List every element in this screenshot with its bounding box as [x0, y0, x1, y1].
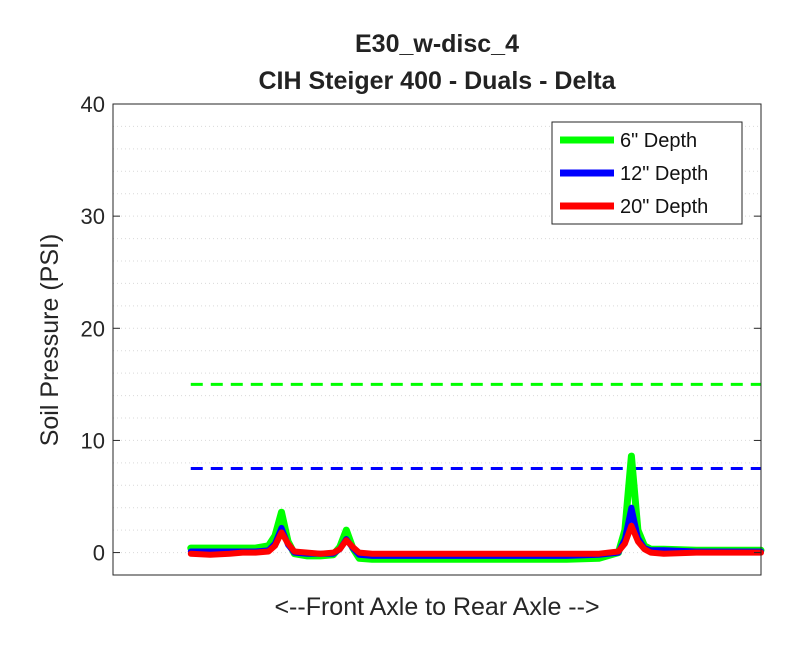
y-tick-label: 40: [81, 92, 105, 117]
legend-label-twelve: 12" Depth: [620, 163, 708, 185]
chart-title-line-1: E30_w-disc_4: [355, 30, 519, 58]
legend-label-six: 6" Depth: [620, 130, 697, 152]
tick-layer: 0 10 20 30 40: [81, 92, 761, 566]
y-tick-label: 10: [81, 428, 105, 453]
y-axis-label: Soil Pressure (PSI): [36, 234, 64, 447]
y-tick-label: 0: [93, 541, 105, 566]
legend-label-twenty: 20" Depth: [620, 196, 708, 218]
series-line-twenty: [187, 522, 764, 558]
y-tick-label: 20: [81, 316, 105, 341]
threshold-layer: [190, 382, 761, 470]
axes-box: [112, 103, 762, 576]
y-tick-label: 30: [81, 204, 105, 229]
series-layer: [187, 452, 765, 563]
grid-layer: [113, 125, 761, 554]
x-axis-label: <--Front Axle to Rear Axle -->: [274, 593, 599, 621]
legend: 6" Depth 12" Depth 20" Depth: [551, 121, 743, 225]
chart-title-line-2: CIH Steiger 400 - Duals - Delta: [258, 67, 616, 95]
